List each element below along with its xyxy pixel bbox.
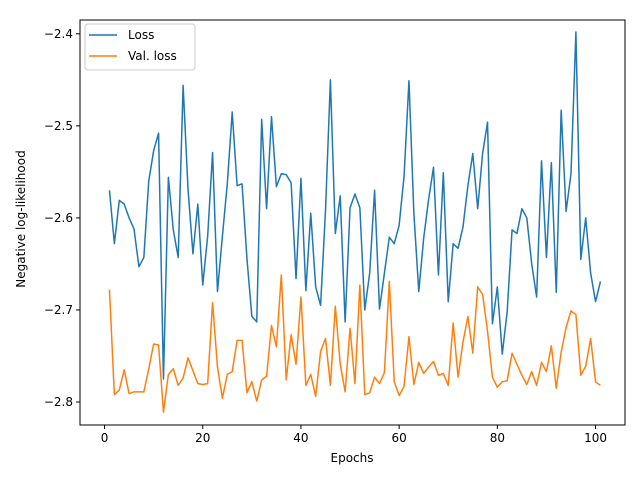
x-tick-label: 100 bbox=[584, 431, 607, 445]
y-tick-label: −2.7 bbox=[44, 303, 73, 317]
x-axis-label: Epochs bbox=[331, 451, 374, 465]
x-axis: 0 20 40 60 80 100 bbox=[101, 425, 607, 445]
y-tick-label: −2.8 bbox=[44, 395, 73, 409]
plot-frame bbox=[79, 19, 626, 426]
plot-lines bbox=[108, 31, 602, 413]
series-line-val-loss bbox=[108, 274, 601, 413]
y-tick-label: −2.5 bbox=[44, 119, 73, 133]
x-tick-label: 20 bbox=[195, 431, 210, 445]
y-axis: −2.8 −2.7 −2.6 −2.5 −2.4 bbox=[44, 27, 80, 409]
x-tick-label: 60 bbox=[392, 431, 407, 445]
y-tick-label: −2.6 bbox=[44, 211, 73, 225]
legend-label-loss: Loss bbox=[128, 28, 154, 42]
x-tick-label: 80 bbox=[490, 431, 505, 445]
legend: Loss Val. loss bbox=[84, 23, 196, 71]
x-tick-label: 0 bbox=[101, 431, 109, 445]
x-tick-label: 40 bbox=[293, 431, 308, 445]
series-line-loss bbox=[108, 31, 602, 380]
legend-label-val-loss: Val. loss bbox=[128, 49, 177, 63]
y-axis-label: Negative log-likelihood bbox=[14, 150, 28, 287]
y-tick-label: −2.4 bbox=[44, 27, 73, 41]
